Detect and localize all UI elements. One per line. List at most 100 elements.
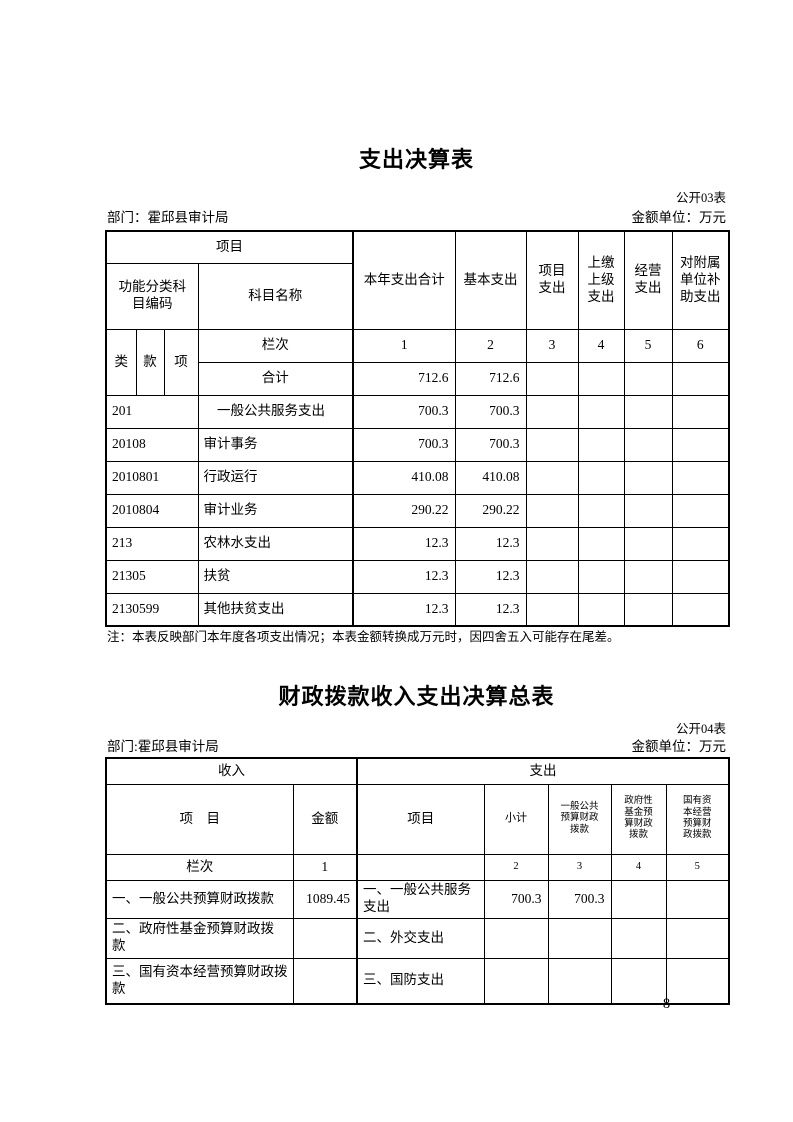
table-row: 201 一般公共服务支出 700.3 700.3 (105, 394, 730, 429)
year-total-value: 290.22 (352, 493, 456, 528)
table-row: 合计 712.6 712.6 (106, 361, 730, 396)
summary-table-title: 财政拨款收入支出决算总表 (278, 684, 555, 709)
page-number: -8- (658, 996, 675, 1012)
gov-fund-value (610, 957, 667, 1005)
subject-name: 一般公共服务支出 (197, 394, 354, 429)
column-number: 2 (454, 328, 527, 363)
basic-value: 700.3 (454, 427, 527, 462)
table2-department: 部门:霍邱县审计局 (107, 739, 219, 754)
empty-cell (671, 394, 730, 429)
empty-cell (577, 493, 625, 528)
empty-cell (525, 526, 579, 561)
table-row: 项 目 金额 项目 小计 一般公共 预算财政 拨款 政府性 基金预 算财政 拨款… (105, 783, 730, 855)
table2-public-code: 公开04表 (675, 722, 726, 736)
header-kuan: 款 (135, 328, 165, 396)
header-subtotal: 小计 (483, 783, 549, 855)
table2-meta-row: 部门:霍邱县审计局 金额单位：万元 (107, 738, 726, 755)
empty-cell (671, 460, 730, 495)
empty-cell (623, 592, 673, 627)
state-capital-value (665, 879, 730, 919)
basic-value: 410.08 (454, 460, 527, 495)
column-number: 2 (483, 853, 549, 881)
header-xiang: 项 (163, 328, 199, 396)
table-row: 项目 本年支出合计 基本支出 项目 支出 上缴 上级 支出 经营 支出 对附属 … (105, 230, 730, 330)
empty-cell (623, 526, 673, 561)
income-item: 二、政府性基金预算财政拨 款 (105, 917, 294, 959)
header-exp-item: 项目 (356, 783, 485, 855)
table-row: 收入 支出 (105, 757, 730, 785)
header-subject-name: 科目名称 (197, 262, 354, 330)
empty-cell (623, 427, 673, 462)
general-budget-value: 700.3 (547, 879, 612, 919)
header-operating-expenditure: 经营 支出 (623, 230, 673, 330)
year-total-value: 410.08 (352, 460, 456, 495)
table1-public-code: 公开03表 (675, 191, 726, 205)
header-income-item: 项 目 (105, 783, 294, 855)
header-state-capital-budget: 国有资 本经营 预算财 政拨款 (665, 783, 730, 855)
basic-value: 12.3 (454, 559, 527, 594)
empty-cell (577, 394, 625, 429)
table-row: 类 款 项 栏次 1 2 3 4 5 6 (105, 328, 730, 396)
subject-code: 213 (105, 526, 199, 561)
table1-department: 部门：霍邱县审计局 (107, 210, 229, 225)
column-number: 1 (292, 853, 358, 881)
column-number: 5 (623, 328, 673, 363)
empty-cell (671, 361, 730, 396)
column-number: 6 (671, 328, 730, 363)
subject-code: 21305 (105, 559, 199, 594)
income-amount (292, 917, 358, 959)
subject-name: 行政运行 (197, 460, 354, 495)
subtotal-value: 700.3 (483, 879, 549, 919)
empty-cell (671, 427, 730, 462)
empty-cell (623, 394, 673, 429)
table-row: 2010801 行政运行 410.08 410.08 (105, 460, 730, 495)
table-row: 功能分类科 目编码 科目名称 (105, 262, 729, 330)
table1-meta-row: 部门：霍邱县审计局 金额单位：万元 (107, 209, 726, 226)
subject-code: 20108 (105, 427, 199, 462)
subject-name: 审计业务 (197, 493, 354, 528)
subtotal-value (483, 917, 549, 959)
empty-cell (623, 493, 673, 528)
empty-cell (577, 427, 625, 462)
header-column-index: 栏次 (105, 853, 294, 881)
table2-unit: 金额单位：万元 (631, 739, 727, 754)
header-function-code: 功能分类科 目编码 (105, 262, 199, 330)
empty-cell (525, 559, 579, 594)
expenditure-item: 一、一般公共服务 支出 (356, 879, 485, 919)
year-total-value: 12.3 (352, 526, 456, 561)
empty-cell (577, 592, 625, 627)
table-row: 213 农林水支出 12.3 12.3 (105, 526, 730, 561)
empty-cell (577, 559, 625, 594)
column-number: 3 (525, 328, 579, 363)
subject-name: 其他扶贫支出 (197, 592, 354, 627)
empty-cell (525, 592, 579, 627)
expenditure-table: 项目 本年支出合计 基本支出 项目 支出 上缴 上级 支出 经营 支出 对附属 … (105, 230, 730, 627)
general-budget-value (547, 957, 612, 1005)
subject-code: 2010804 (105, 493, 199, 528)
income-item: 三、国有资本经营预算财政拨 款 (105, 957, 294, 1005)
subject-name: 扶贫 (197, 559, 354, 594)
table-row: 2010804 审计业务 290.22 290.22 (105, 493, 730, 528)
empty-cell (623, 460, 673, 495)
table1-note: 注：本表反映部门本年度各项支出情况；本表金额转换成万元时，因四舍五入可能存在尾差… (107, 630, 620, 644)
subject-name: 农林水支出 (197, 526, 354, 561)
empty-cell (671, 592, 730, 627)
expenditure-item: 二、外交支出 (356, 917, 485, 959)
gov-fund-value (610, 917, 667, 959)
year-total-value: 700.3 (352, 394, 456, 429)
basic-value: 290.22 (454, 493, 527, 528)
subject-code: 2010801 (105, 460, 199, 495)
column-number: 1 (352, 328, 456, 363)
fiscal-appropriation-summary-table: 收入 支出 项 目 金额 项目 小计 一般公共 预算财政 拨款 政府性 基金预 … (105, 757, 731, 1005)
income-amount (292, 957, 358, 1005)
total-year-total: 712.6 (352, 361, 456, 396)
empty-cell (577, 526, 625, 561)
empty-cell (671, 493, 730, 528)
expenditure-table-title: 支出决算表 (358, 147, 474, 172)
table1-unit: 金额单位：万元 (631, 210, 727, 225)
state-capital-value (665, 957, 730, 1005)
income-item: 一、一般公共预算财政拨款 (105, 879, 294, 919)
header-column-index: 栏次 (197, 328, 354, 363)
page-content: 支出决算表 公开03表 部门：霍邱县审计局 金额单位：万元 项目 本年支出合计 … (105, 0, 731, 1122)
